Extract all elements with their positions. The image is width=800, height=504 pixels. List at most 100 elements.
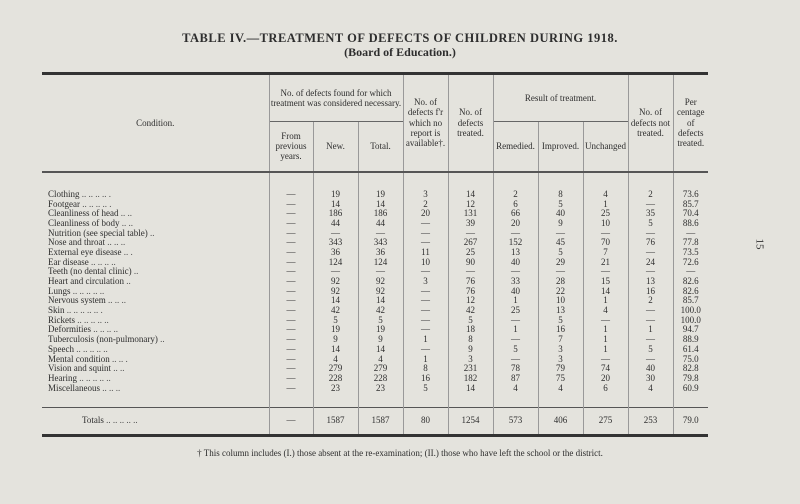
leader-dots: .. .. .. .. .. (70, 285, 105, 296)
value-cell: 22 (537, 286, 583, 297)
table-row: Cleanliness of body .. .. —44 44—39 20 9 10 5 8… (42, 218, 708, 229)
value-cell: — (627, 228, 673, 238)
leader-dots: .. .. .. .. . (80, 198, 112, 209)
condition-label: Teeth (no dental clinic) (48, 266, 132, 277)
condition-label: Tuberculosis (non-pulmonary) (48, 334, 158, 345)
value-cell: 5 (447, 315, 493, 326)
value-cell: 6 (492, 199, 538, 209)
value-cell: — (268, 209, 313, 219)
condition-label: Mental condition (48, 353, 110, 364)
value-cell: 3 (402, 277, 448, 287)
condition-cell: Mental condition .. .. . (42, 354, 269, 364)
table-row: Teeth (no dental clinic) .. — — — — — — — — — — (42, 267, 708, 277)
table-row: Clothing .. .. .. .. . —19 19 3 14 2 8 4 2 73.6 (42, 171, 708, 200)
value-cell: 4 (312, 354, 358, 364)
value-cell: 13 (492, 248, 538, 258)
condition-label: Nutrition (see special table) (48, 227, 148, 238)
value-cell: 279 (357, 364, 403, 374)
value-cell: — (582, 354, 628, 364)
condition-label: Cleanliness of head (48, 208, 119, 219)
value-cell: 23 (357, 383, 403, 393)
leader-dots: .. .. .. .. .. (74, 343, 108, 354)
value-cell: — (312, 267, 358, 277)
value-cell: 19 (357, 325, 403, 335)
value-cell: 76 (447, 286, 493, 297)
condition-label: Miscellaneous (48, 382, 100, 393)
value-cell: 1 (627, 325, 673, 335)
leader-dots: .. .. .. .. .. (75, 314, 109, 325)
value-cell: 124 (312, 257, 358, 267)
condition-cell: Cleanliness of head .. .. (42, 209, 269, 219)
value-cell: 14 (312, 344, 358, 355)
header-condition: Condition. (42, 72, 269, 172)
value-cell: — (268, 199, 313, 209)
value-cell: 94.7 (672, 325, 708, 335)
value-cell: 5 (492, 344, 538, 355)
defects-table: Condition. No. of defects found for whic… (42, 72, 708, 437)
value-cell: 1 (402, 354, 448, 364)
spacer-row (42, 392, 708, 408)
value-cell: 16 (627, 286, 673, 297)
condition-label: Clothing (48, 188, 80, 199)
value-cell: 73.6 (672, 171, 708, 200)
condition-cell: Rickets .. .. .. .. .. (42, 315, 269, 325)
leader-dots: .. . (121, 246, 133, 257)
value-cell: 9 (357, 335, 403, 345)
value-cell: 4 (537, 383, 583, 393)
value-cell: — (268, 238, 313, 248)
value-cell: 44 (357, 219, 403, 229)
leader-dots: .. .. .. (100, 382, 121, 393)
value-cell: — (402, 267, 448, 277)
value-cell: — (268, 335, 313, 345)
spacer-cell (402, 392, 448, 408)
value-cell: 75 (537, 374, 583, 384)
value-cell: — (357, 267, 403, 277)
value-cell: 88.9 (672, 335, 708, 345)
value-cell: 33 (492, 277, 538, 287)
value-cell: 14 (357, 296, 403, 306)
condition-cell: Speech .. .. .. .. .. (42, 343, 269, 355)
value-cell: — (268, 383, 313, 393)
value-cell: — (268, 406, 313, 437)
value-cell: 14 (582, 286, 628, 297)
leader-dots: .. .. .. .. .. (77, 372, 111, 383)
value-cell: 3 (402, 171, 448, 200)
condition-cell: Nutrition (see special table) .. (42, 228, 269, 238)
value-cell: — (627, 315, 673, 326)
value-cell: — (627, 306, 673, 316)
value-cell: 76 (447, 277, 493, 287)
header-percentage: Per centage of defects treated. (672, 72, 708, 172)
value-cell: 186 (312, 209, 358, 219)
value-cell: 100.0 (672, 306, 708, 316)
value-cell: 60.9 (672, 383, 708, 393)
value-cell: 7 (582, 248, 628, 258)
value-cell: 4 (582, 171, 628, 200)
value-cell: 228 (357, 374, 403, 384)
value-cell: 4 (492, 383, 538, 393)
value-cell: — (582, 315, 628, 326)
condition-cell: Footgear .. .. .. .. . (42, 199, 269, 209)
table-row: Mental condition .. .. . —4 4 1 3—3— —75.0 (42, 354, 708, 364)
value-cell: 9 (537, 219, 583, 229)
value-cell: 10 (582, 219, 628, 229)
condition-cell: Cleanliness of body .. .. (42, 218, 269, 229)
value-cell: 4 (627, 383, 673, 393)
table-row: Ear disease .. .. .. .. —124 124 10 90 40 29 21… (42, 257, 708, 267)
value-cell: — (268, 344, 313, 355)
spacer-cell (312, 392, 358, 408)
table-row: Nutrition (see special table) .. — — — — — — —… (42, 228, 708, 238)
condition-label: Vision and squint (48, 363, 111, 374)
value-cell: 279 (312, 364, 358, 374)
value-cell: 76 (627, 238, 673, 248)
value-cell: 5 (537, 248, 583, 258)
value-cell: 8 (402, 364, 448, 374)
value-cell: 20 (402, 209, 448, 219)
value-cell: 45 (537, 238, 583, 248)
value-cell: 28 (537, 277, 583, 287)
value-cell: 573 (492, 406, 538, 437)
value-cell: 1 (582, 344, 628, 355)
value-cell: — (492, 267, 538, 277)
value-cell: 231 (447, 364, 493, 374)
value-cell: 343 (357, 238, 403, 248)
value-cell: 182 (447, 374, 493, 384)
